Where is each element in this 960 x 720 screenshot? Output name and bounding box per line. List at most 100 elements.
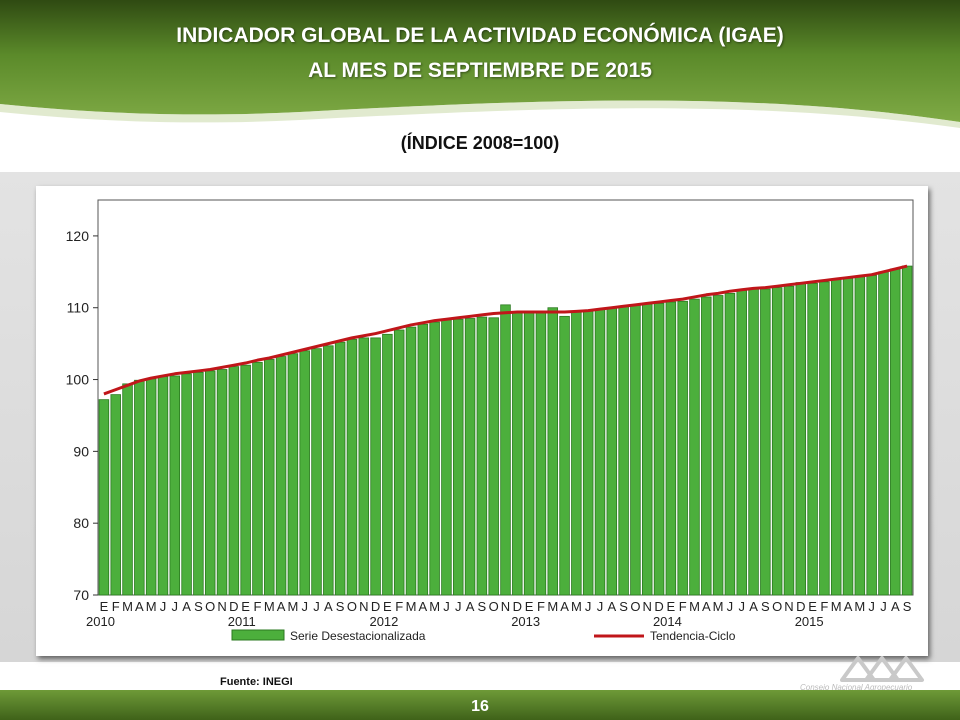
data-bar [323,345,334,596]
month-label: E [383,599,392,614]
month-label: D [229,599,238,614]
data-bar [830,279,842,596]
month-label: F [112,599,120,614]
month-label: J [455,599,462,614]
chart-box: 70 80 90 100 110 120 E F M A M J J A S O N D E F M A M J J A S O N D E… [36,186,928,656]
month-label: J [597,599,604,614]
month-label: A [324,599,333,614]
data-bar [689,298,700,596]
month-label: A [135,599,144,614]
month-label: S [619,599,628,614]
month-label: A [607,599,616,614]
data-bar [618,305,629,596]
month-label: J [443,599,450,614]
data-bar [287,353,299,596]
year-label: 2014 [653,614,682,629]
month-label: A [277,599,286,614]
month-label: M [287,599,298,614]
month-label: F [537,599,545,614]
month-label: A [182,599,191,614]
month-label: M [571,599,582,614]
month-label: E [100,599,109,614]
data-bar [500,304,511,596]
y-tick-label: 70 [73,587,89,603]
data-bar [169,375,181,596]
month-label: S [903,599,912,614]
data-bar [771,287,783,596]
data-bar [157,376,169,596]
data-bar [748,287,759,596]
data-bar [630,304,641,596]
month-label: M [547,599,558,614]
month-label: E [667,599,676,614]
data-bar [512,312,523,596]
y-tick-label: 100 [66,372,90,388]
month-label: M [406,599,417,614]
data-bar [275,356,287,596]
month-label: D [796,599,805,614]
legend-label-bars: Serie Desestacionalizada [290,629,426,643]
source-note: Fuente: INEGI [220,676,293,688]
page-number: 16 [471,698,489,715]
data-bar [464,318,476,596]
data-bar [795,282,807,596]
slide-title-line1: INDICADOR GLOBAL DE LA ACTIVIDAD ECONÓMI… [176,24,784,47]
slide-title-line2: AL MES DE SEPTIEMBRE DE 2015 [308,59,652,82]
data-bar [334,341,346,596]
month-label: A [702,599,711,614]
month-label: D [654,599,663,614]
data-bar [264,359,275,596]
month-label: J [738,599,745,614]
data-bar [110,394,121,596]
data-bar [854,276,866,596]
data-bar [98,399,110,596]
data-bar [417,323,429,596]
month-label: A [844,599,853,614]
data-bar [606,307,618,596]
month-label: J [301,599,308,614]
month-label: J [868,599,875,614]
month-label: A [749,599,758,614]
month-label: O [630,599,640,614]
data-bar [134,379,145,596]
data-bar [783,285,795,596]
data-bar [311,348,322,596]
data-bar [488,317,499,596]
data-bar [299,350,310,596]
data-bar [370,337,381,596]
data-bar [193,371,204,596]
data-bar [582,310,594,596]
year-label: 2013 [511,614,540,629]
month-label: M [689,599,700,614]
data-bar [181,373,192,596]
data-bar [724,292,736,596]
header-background [0,0,960,128]
month-label: O [772,599,782,614]
month-label: J [880,599,887,614]
data-bar [653,303,665,596]
month-label: S [761,599,770,614]
data-bar [571,310,582,596]
data-bar [216,369,228,596]
data-bar [878,271,889,596]
month-label: J [172,599,179,614]
data-bar [594,308,606,596]
data-bar [393,329,405,596]
year-label: 2011 [228,614,256,629]
year-label: 2015 [795,614,824,629]
month-label: E [808,599,817,614]
month-label: O [489,599,499,614]
month-label: M [831,599,842,614]
footer-bar [0,690,960,720]
month-label: F [679,599,687,614]
month-label: A [560,599,569,614]
month-label: A [418,599,427,614]
month-label: J [313,599,320,614]
data-bar [228,366,240,596]
legend-bar-swatch [231,629,285,641]
data-bar [641,303,653,596]
month-label: S [194,599,203,614]
trend-line [103,264,908,396]
